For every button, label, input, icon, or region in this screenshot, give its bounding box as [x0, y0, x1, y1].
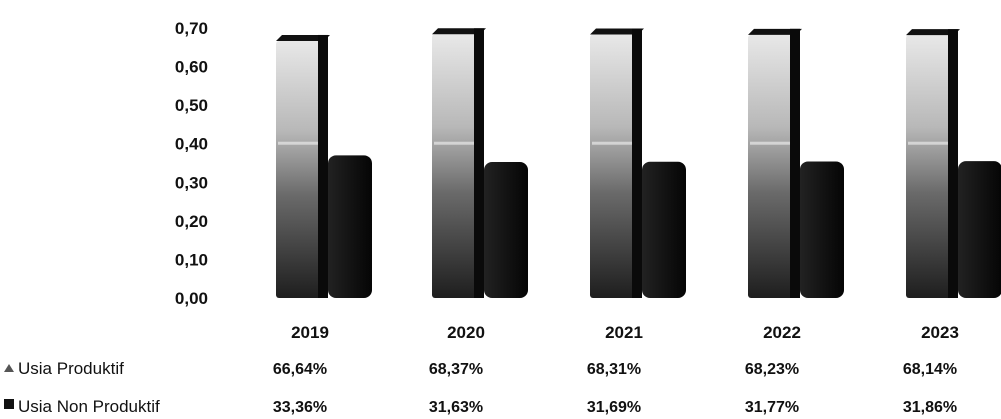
category-label: 2023 [921, 323, 959, 342]
data-table: Usia Produktif 66,64% 68,37% 68,31% 68,23% 68… [4, 359, 957, 416]
y-tick-label: 0,00 [175, 289, 208, 308]
data-label: 66,64% [273, 361, 327, 378]
bar-usia-non-produktif [484, 161, 528, 298]
data-label: 31,77% [745, 399, 799, 416]
bars [276, 28, 1001, 299]
y-axis: 0,70 0,60 0,50 0,40 0,30 0,20 0,10 0,00 [175, 19, 208, 308]
bar-usia-non-produktif [800, 161, 844, 298]
category-label: 2019 [291, 323, 329, 342]
y-tick-label: 0,30 [175, 173, 208, 192]
table-row: Usia Produktif 66,64% 68,37% 68,31% 68,23% 68… [4, 359, 957, 378]
legend-marker-triangle-icon [4, 364, 14, 372]
data-label: 68,31% [587, 361, 641, 378]
data-label: 68,14% [903, 361, 957, 378]
bar-usia-produktif [432, 28, 486, 299]
data-label: 31,86% [903, 399, 957, 416]
data-label: 31,69% [587, 399, 641, 416]
data-label: 68,37% [429, 361, 483, 378]
bar-usia-non-produktif [328, 155, 372, 298]
table-row: Usia Non Produktif 33,36% 31,63% 31,69% 31,7… [4, 397, 957, 416]
y-tick-label: 0,10 [175, 250, 208, 269]
bar-usia-produktif [590, 28, 644, 299]
bar-usia-non-produktif [958, 161, 1001, 298]
series-name: Usia Produktif [18, 359, 124, 378]
data-label: 68,23% [745, 361, 799, 378]
y-tick-label: 0,40 [175, 135, 208, 154]
category-labels: 2019 2020 2021 2022 2023 [291, 323, 959, 342]
bar-usia-produktif [276, 34, 330, 299]
category-label: 2021 [605, 323, 643, 342]
data-label: 33,36% [273, 399, 327, 416]
bar-usia-produktif [906, 29, 960, 298]
series-name: Usia Non Produktif [18, 397, 160, 416]
y-tick-label: 0,50 [175, 96, 208, 115]
y-tick-label: 0,20 [175, 212, 208, 231]
bar-usia-produktif [748, 28, 802, 298]
y-tick-label: 0,60 [175, 58, 208, 77]
legend-marker-square-icon [4, 399, 14, 409]
category-label: 2020 [447, 323, 485, 342]
category-label: 2022 [763, 323, 801, 342]
data-label: 31,63% [429, 399, 483, 416]
y-tick-label: 0,70 [175, 19, 208, 38]
bar-usia-non-produktif [642, 161, 686, 298]
